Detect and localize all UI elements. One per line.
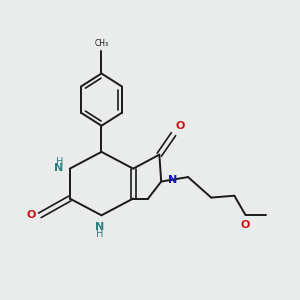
Text: H: H <box>56 157 63 167</box>
Text: N: N <box>168 175 177 185</box>
Text: O: O <box>176 121 185 131</box>
Text: O: O <box>26 210 35 220</box>
Text: O: O <box>240 220 250 230</box>
Text: CH₃: CH₃ <box>94 39 109 48</box>
Text: H: H <box>96 229 103 239</box>
Text: N: N <box>95 222 104 232</box>
Text: N: N <box>54 163 63 173</box>
